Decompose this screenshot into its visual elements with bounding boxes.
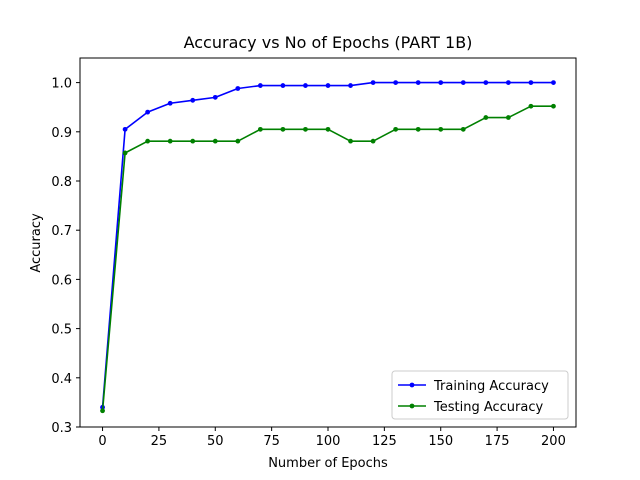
training-accuracy-point xyxy=(190,97,196,103)
testing-accuracy-point xyxy=(100,408,105,414)
y-tick-label: 1.0 xyxy=(51,77,72,92)
y-tick-label: 0.8 xyxy=(51,175,72,190)
x-tick-label: 150 xyxy=(428,434,453,449)
training-accuracy-point xyxy=(393,80,399,85)
x-tick-label: 25 xyxy=(151,434,168,449)
testing-accuracy-point xyxy=(460,126,466,132)
testing-accuracy-point xyxy=(438,126,444,132)
training-accuracy-point xyxy=(235,86,241,91)
legend-training-accuracy-label: Training Accuracy xyxy=(433,379,549,394)
training-accuracy-point xyxy=(528,80,534,85)
x-tick-label: 125 xyxy=(372,434,397,449)
y-tick-label: 0.5 xyxy=(51,323,72,338)
training-accuracy-point xyxy=(167,100,173,106)
training-accuracy-point xyxy=(257,83,263,88)
testing-accuracy-point xyxy=(528,103,534,109)
y-axis-title: Accuracy xyxy=(29,213,44,273)
x-tick-label: 0 xyxy=(98,434,106,449)
x-axis-title: Number of Epochs xyxy=(268,456,388,471)
legend-box xyxy=(391,370,569,420)
training-accuracy-point xyxy=(505,80,511,85)
training-accuracy-point xyxy=(303,83,308,88)
testing-accuracy-point xyxy=(257,126,263,132)
testing-accuracy-point xyxy=(505,115,511,120)
legend-testing-accuracy-marker xyxy=(409,403,415,409)
y-tick-label: 0.7 xyxy=(51,224,72,239)
testing-accuracy-point xyxy=(393,126,399,132)
x-tick-label: 175 xyxy=(485,434,510,449)
chart-title: Accuracy vs No of Epochs (PART 1B) xyxy=(184,33,473,52)
legend-training-accuracy-marker xyxy=(409,382,415,388)
y-tick-label: 0.3 xyxy=(51,421,72,436)
y-tick-label: 0.9 xyxy=(51,126,72,141)
y-tick-label: 0.6 xyxy=(51,273,72,288)
testing-accuracy-point xyxy=(348,138,353,144)
testing-accuracy-point xyxy=(303,126,308,132)
training-accuracy-point xyxy=(483,80,489,85)
testing-accuracy-line xyxy=(101,105,554,411)
testing-accuracy-point xyxy=(551,103,556,109)
legend: Training Accuracy Testing Accuracy xyxy=(391,370,569,420)
testing-accuracy-point xyxy=(483,115,489,120)
testing-accuracy-point xyxy=(190,138,196,144)
training-accuracy-point xyxy=(122,126,128,132)
plot-area: 0 25 50 75 100 125 150 175 200 0.3 0.4 0.5 0.6 0.7 0.8… xyxy=(51,57,577,449)
training-accuracy-point xyxy=(212,94,218,100)
training-accuracy-point xyxy=(280,83,286,88)
testing-accuracy-point xyxy=(370,138,376,144)
testing-accuracy-point xyxy=(212,138,218,144)
x-tick-label: 100 xyxy=(316,434,341,449)
training-accuracy-point xyxy=(370,80,376,85)
testing-accuracy-point xyxy=(235,138,241,144)
training-accuracy-point xyxy=(438,80,444,85)
x-tick-label: 50 xyxy=(207,434,224,449)
legend-testing-accuracy-label: Testing Accuracy xyxy=(433,400,543,415)
x-tick-label: 200 xyxy=(541,434,566,449)
testing-accuracy-point xyxy=(415,126,421,132)
y-tick-label: 0.4 xyxy=(51,372,72,387)
testing-accuracy-point xyxy=(167,138,173,144)
training-accuracy-point xyxy=(415,80,421,85)
testing-accuracy-point xyxy=(325,126,331,132)
training-accuracy-point xyxy=(460,80,466,85)
training-accuracy-point xyxy=(145,109,151,115)
testing-accuracy-point xyxy=(122,150,128,156)
testing-accuracy-point xyxy=(145,138,151,144)
training-accuracy-point xyxy=(551,80,556,85)
training-accuracy-point xyxy=(348,83,353,88)
x-tick-label: 75 xyxy=(263,434,280,449)
testing-accuracy-point xyxy=(280,126,286,132)
training-accuracy-point xyxy=(325,83,331,88)
